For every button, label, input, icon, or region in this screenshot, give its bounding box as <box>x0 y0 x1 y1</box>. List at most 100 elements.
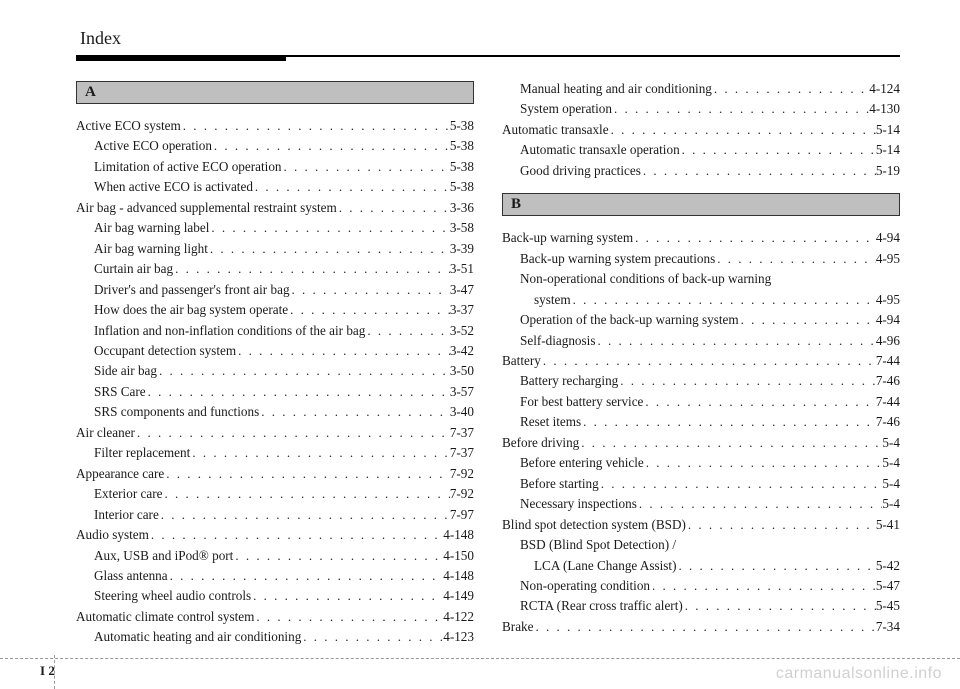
entry-page: 3-52 <box>450 321 474 341</box>
entry-page: 4-95 <box>876 290 900 310</box>
entry-label: Non-operating condition <box>520 576 650 596</box>
entry-label: Self-diagnosis <box>520 331 595 351</box>
entry-label: Air bag warning light <box>94 239 208 259</box>
entry-label: For best battery service <box>520 392 643 412</box>
index-entry: System operation4-130 <box>502 99 900 119</box>
entry-label: Blind spot detection system (BSD) <box>502 515 686 535</box>
index-entry: Driver's and passenger's front air bag3-… <box>76 280 474 300</box>
entry-leader-dots <box>609 120 876 140</box>
index-entry: Necessary inspections5-4 <box>502 494 900 514</box>
entry-leader-dots <box>644 453 883 473</box>
entry-page: 7-92 <box>450 464 474 484</box>
entry-leader-dots <box>595 331 875 351</box>
index-entry: Battery7-44 <box>502 351 900 371</box>
entry-label: Appearance care <box>76 464 164 484</box>
index-entry: Before starting5-4 <box>502 474 900 494</box>
entry-page: 3-47 <box>450 280 474 300</box>
entry-page: 7-92 <box>450 484 474 504</box>
entry-leader-dots <box>251 586 443 606</box>
index-entry: system4-95 <box>502 290 900 310</box>
entry-label: Automatic heating and air conditioning <box>94 627 301 647</box>
entry-page: 3-57 <box>450 382 474 402</box>
entry-label: SRS components and functions <box>94 402 259 422</box>
index-entry: Aux, USB and iPod® port 4-150 <box>76 546 474 566</box>
entry-page: 4-124 <box>869 79 900 99</box>
entry-page: 5-19 <box>876 161 900 181</box>
entry-leader-dots <box>135 423 450 443</box>
entry-page: 5-42 <box>876 556 900 576</box>
entry-label: Automatic climate control system <box>76 607 254 627</box>
right-b-entries: Back-up warning system4-94Back-up warnin… <box>502 228 900 637</box>
index-entry: LCA (Lane Change Assist)5-42 <box>502 556 900 576</box>
entry-page: 7-97 <box>450 505 474 525</box>
entry-page: 5-14 <box>876 140 900 160</box>
footer-dashed-rule <box>0 658 960 659</box>
footer-page-number: I 2 <box>40 663 55 679</box>
index-entry: BSD (Blind Spot Detection) / <box>502 535 900 555</box>
entry-leader-dots <box>643 392 875 412</box>
index-entry: How does the air bag system operate3-37 <box>76 300 474 320</box>
index-entry: Non-operating condition5-47 <box>502 576 900 596</box>
index-entry: Exterior care7-92 <box>76 484 474 504</box>
index-entry: SRS components and functions 3-40 <box>76 402 474 422</box>
entry-page: 3-36 <box>450 198 474 218</box>
entry-page: 7-46 <box>876 412 900 432</box>
entry-leader-dots <box>259 402 450 422</box>
entry-page: 4-150 <box>443 546 474 566</box>
entry-label: Occupant detection system <box>94 341 236 361</box>
entry-page: 3-42 <box>450 341 474 361</box>
entry-page: 3-51 <box>450 259 474 279</box>
index-entry: Back-up warning system4-94 <box>502 228 900 248</box>
entry-leader-dots <box>676 556 875 576</box>
entry-page: 7-44 <box>876 392 900 412</box>
entry-label: Before entering vehicle <box>520 453 644 473</box>
index-entry: Interior care 7-97 <box>76 505 474 525</box>
entry-page: 5-45 <box>876 596 900 616</box>
entry-leader-dots <box>209 218 449 238</box>
entry-page: 3-40 <box>450 402 474 422</box>
entry-label: Air cleaner <box>76 423 135 443</box>
entry-leader-dots <box>712 79 869 99</box>
entry-leader-dots <box>253 177 450 197</box>
watermark: carmanualsonline.info <box>776 665 942 683</box>
entry-page: 4-94 <box>876 310 900 330</box>
right-top-entries: Manual heating and air conditioning4-124… <box>502 79 900 181</box>
entry-page: 5-38 <box>450 136 474 156</box>
entry-leader-dots <box>637 494 883 514</box>
footer-section: I <box>40 663 45 678</box>
entry-page: 4-122 <box>443 607 474 627</box>
index-entry: Automatic heating and air conditioning4-… <box>76 627 474 647</box>
entry-leader-dots <box>233 546 443 566</box>
entry-leader-dots <box>579 433 882 453</box>
footer-page: 2 <box>48 663 55 678</box>
entry-leader-dots <box>739 310 876 330</box>
entry-label: Active ECO operation <box>94 136 212 156</box>
entry-leader-dots <box>181 116 450 136</box>
entry-leader-dots <box>146 382 450 402</box>
index-entry: Air bag - advanced supplemental restrain… <box>76 198 474 218</box>
entry-leader-dots <box>541 351 876 371</box>
left-column: A Active ECO system5-38Active ECO operat… <box>76 79 474 648</box>
entry-leader-dots <box>159 505 450 525</box>
entry-label: Interior care <box>94 505 159 525</box>
entry-label: How does the air bag system operate <box>94 300 288 320</box>
entry-label: Aux, USB and iPod® port <box>94 546 233 566</box>
page-title: Index <box>80 28 900 49</box>
entry-label: Operation of the back-up warning system <box>520 310 739 330</box>
entry-label: SRS Care <box>94 382 146 402</box>
index-entry: Manual heating and air conditioning4-124 <box>502 79 900 99</box>
entry-label: Back-up warning system precautions <box>520 249 715 269</box>
entry-leader-dots <box>282 157 450 177</box>
entry-leader-dots <box>633 228 876 248</box>
entry-leader-dots <box>164 464 450 484</box>
index-entry: Non-operational conditions of back-up wa… <box>502 269 900 289</box>
entry-label: Good driving practices <box>520 161 641 181</box>
entry-leader-dots <box>686 515 876 535</box>
index-entry: Audio system4-148 <box>76 525 474 545</box>
entry-leader-dots <box>581 412 876 432</box>
entry-page: 4-94 <box>876 228 900 248</box>
entry-leader-dots <box>290 280 450 300</box>
index-entry: Good driving practices 5-19 <box>502 161 900 181</box>
entry-page: 3-58 <box>450 218 474 238</box>
index-entry: Self-diagnosis4-96 <box>502 331 900 351</box>
